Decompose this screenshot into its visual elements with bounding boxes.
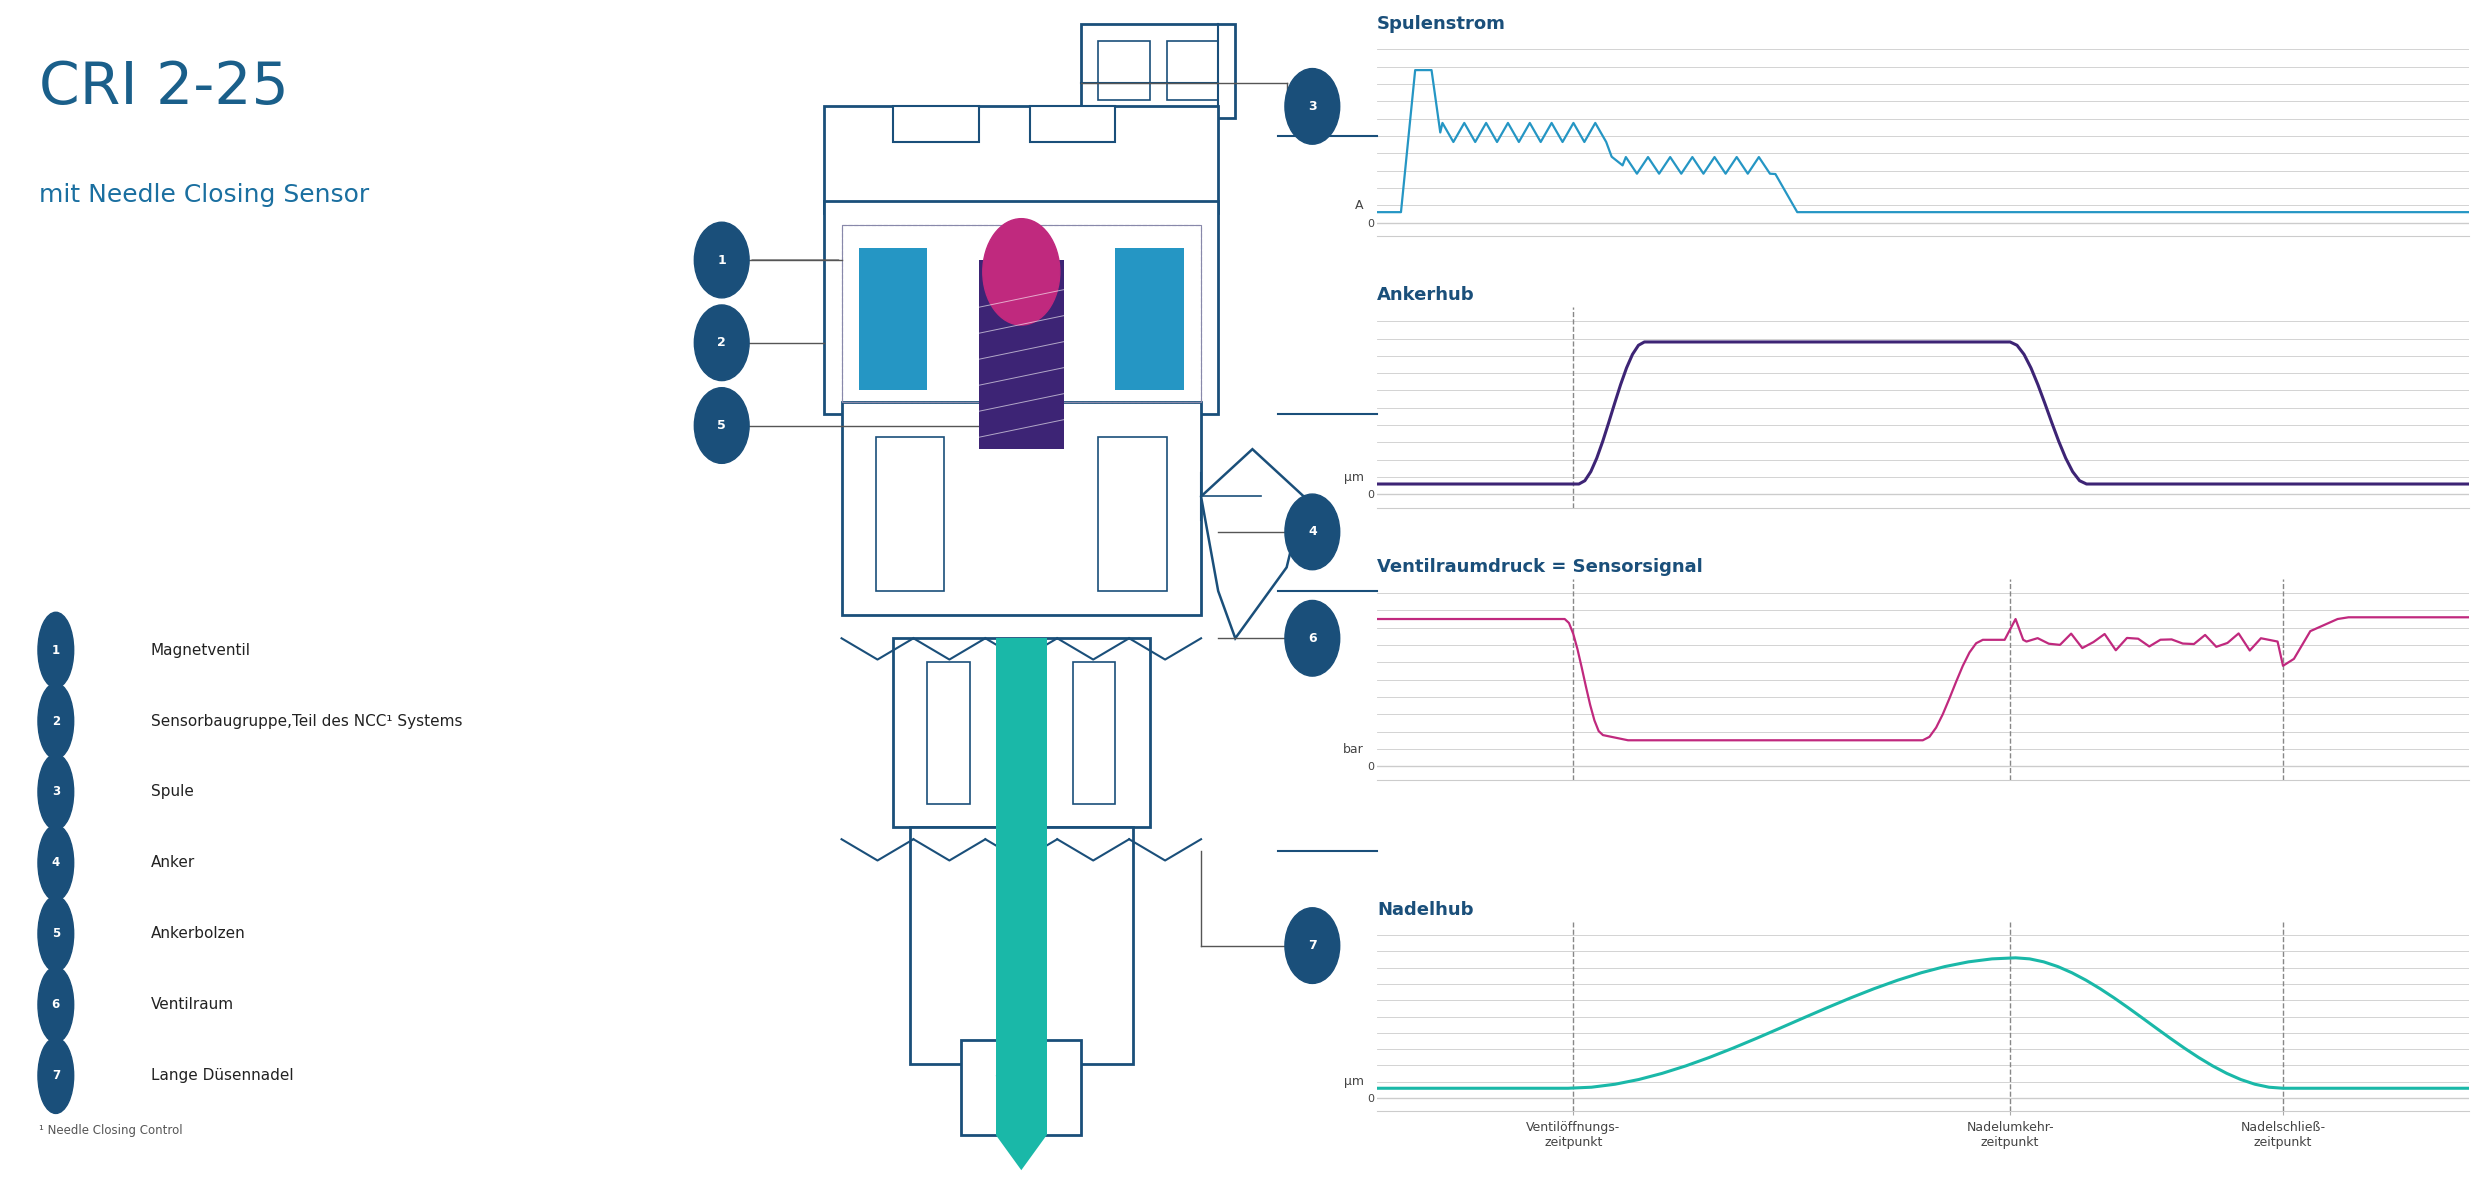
Bar: [1166, 41, 1218, 100]
Bar: [858, 248, 928, 390]
Bar: [841, 225, 1201, 402]
Bar: [1099, 41, 1149, 100]
Text: Ankerhub: Ankerhub: [1377, 286, 1474, 305]
Circle shape: [37, 967, 74, 1043]
Text: 5: 5: [717, 420, 727, 431]
Text: 1: 1: [52, 644, 60, 656]
Circle shape: [37, 896, 74, 972]
Polygon shape: [995, 1135, 1047, 1170]
Circle shape: [37, 1038, 74, 1113]
Text: Ventilraumdruck = Sensorsignal: Ventilraumdruck = Sensorsignal: [1377, 558, 1702, 577]
Circle shape: [1285, 69, 1340, 144]
Circle shape: [37, 683, 74, 759]
Circle shape: [982, 219, 1059, 325]
Bar: [841, 402, 1201, 615]
Polygon shape: [995, 1076, 1047, 1123]
Text: 2: 2: [52, 715, 60, 727]
Bar: [995, 1040, 1047, 1135]
Polygon shape: [1201, 449, 1305, 638]
Text: 1: 1: [717, 254, 727, 266]
Circle shape: [1285, 600, 1340, 676]
Circle shape: [695, 222, 749, 298]
Bar: [876, 437, 945, 591]
Bar: [824, 201, 1218, 414]
Text: Magnetventil: Magnetventil: [151, 643, 251, 657]
Text: ¹ Needle Closing Control: ¹ Needle Closing Control: [40, 1124, 184, 1137]
Circle shape: [695, 305, 749, 381]
Text: Ankerbolzen: Ankerbolzen: [151, 927, 246, 941]
Circle shape: [37, 754, 74, 830]
Circle shape: [695, 388, 749, 463]
Bar: [1030, 106, 1116, 142]
Text: 4: 4: [1307, 526, 1317, 538]
Circle shape: [37, 612, 74, 688]
Bar: [893, 638, 1149, 827]
Text: Sensorbaugruppe,Teil des NCC¹ Systems: Sensorbaugruppe,Teil des NCC¹ Systems: [151, 714, 461, 728]
Text: Nadelhub: Nadelhub: [1377, 901, 1474, 920]
Bar: [1116, 248, 1183, 390]
Text: Lange Düsennadel: Lange Düsennadel: [151, 1069, 293, 1083]
Text: 3: 3: [52, 786, 60, 798]
Bar: [1099, 437, 1166, 591]
Bar: [1082, 24, 1236, 118]
Text: 6: 6: [52, 999, 60, 1011]
Bar: [978, 260, 1064, 449]
Text: mit Needle Closing Sensor: mit Needle Closing Sensor: [40, 183, 370, 207]
Text: Anker: Anker: [151, 856, 196, 870]
Bar: [963, 1040, 1082, 1135]
Text: bar: bar: [1342, 743, 1365, 756]
Bar: [995, 638, 1047, 898]
Text: 7: 7: [1307, 940, 1317, 952]
Bar: [1072, 662, 1116, 804]
Circle shape: [1285, 494, 1340, 570]
Bar: [893, 106, 978, 142]
Text: 7: 7: [52, 1070, 60, 1082]
Bar: [824, 106, 1218, 213]
Circle shape: [37, 825, 74, 901]
Text: μm: μm: [1345, 1076, 1365, 1089]
Bar: [995, 827, 1047, 1076]
Text: 3: 3: [1307, 100, 1317, 112]
Text: Spule: Spule: [151, 785, 194, 799]
Text: μm: μm: [1345, 472, 1365, 485]
Text: 5: 5: [52, 928, 60, 940]
Text: A: A: [1355, 200, 1365, 213]
Text: 4: 4: [52, 857, 60, 869]
Text: 2: 2: [717, 337, 727, 349]
Text: 6: 6: [1307, 632, 1317, 644]
Text: CRI 2-25: CRI 2-25: [40, 59, 288, 116]
Bar: [911, 827, 1134, 1064]
Bar: [928, 662, 970, 804]
Text: Spulenstrom: Spulenstrom: [1377, 14, 1506, 33]
Circle shape: [1285, 908, 1340, 983]
Text: Ventilraum: Ventilraum: [151, 998, 233, 1012]
